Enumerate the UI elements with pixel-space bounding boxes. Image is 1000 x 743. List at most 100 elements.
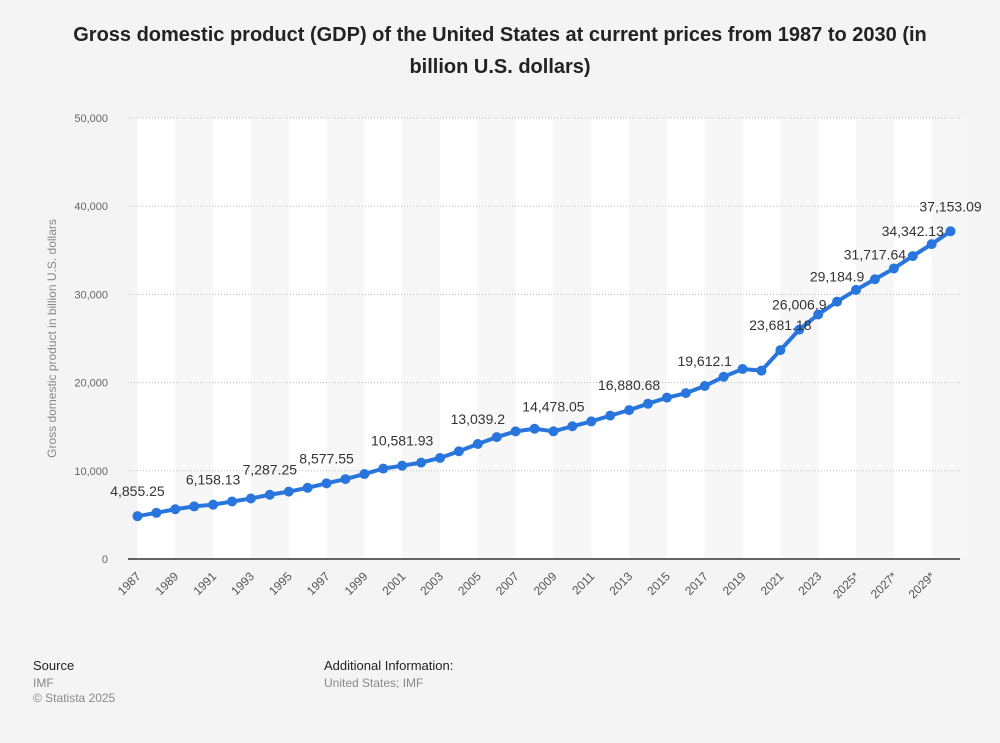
x-tick-label: 2017	[682, 569, 711, 598]
x-tick-label: 2015	[644, 569, 673, 598]
data-point	[605, 410, 616, 421]
x-tick-label: 2011	[569, 569, 597, 597]
data-point	[264, 489, 275, 500]
x-tick-label: 1987	[115, 569, 144, 598]
plot-band	[742, 118, 781, 559]
plot-band	[364, 118, 403, 559]
y-tick-label: 30,000	[74, 289, 108, 301]
data-point	[718, 371, 729, 382]
data-point	[170, 504, 181, 515]
data-point	[813, 309, 824, 320]
x-tick-label: 2025*	[830, 569, 862, 601]
data-point	[624, 405, 635, 416]
data-point	[359, 469, 370, 480]
data-label: 8,577.55	[299, 450, 354, 466]
data-point	[378, 463, 389, 474]
data-point	[869, 274, 880, 285]
x-tick-label: 1997	[304, 569, 333, 598]
plot-band	[326, 118, 365, 559]
y-tick-label: 0	[102, 554, 108, 566]
y-tick-label: 20,000	[74, 378, 108, 390]
data-point	[472, 438, 483, 449]
data-point	[756, 365, 767, 376]
plot-band	[629, 118, 667, 559]
data-point	[699, 381, 710, 392]
plot-band	[213, 118, 251, 559]
data-point	[737, 364, 748, 375]
data-point	[132, 511, 143, 522]
plot-band	[288, 118, 327, 559]
plot-band	[666, 118, 705, 559]
plot-band	[931, 118, 970, 559]
data-point	[283, 486, 294, 497]
data-label: 16,880.68	[598, 377, 660, 393]
x-tick-label: 2029*	[906, 569, 938, 601]
x-tick-label: 1991	[190, 569, 219, 598]
data-point	[926, 239, 937, 250]
x-tick-label: 2021	[758, 569, 787, 598]
y-tick-label: 10,000	[74, 466, 108, 478]
data-label: 26,006.9	[772, 297, 827, 313]
data-point	[567, 421, 578, 432]
data-point	[227, 496, 237, 507]
data-point	[151, 507, 162, 518]
data-point	[529, 423, 540, 434]
data-point	[435, 452, 445, 463]
x-tick-label: 2027*	[868, 569, 900, 601]
data-point	[643, 398, 653, 409]
plot-band	[477, 118, 516, 559]
data-point	[888, 263, 899, 274]
data-point	[548, 426, 559, 437]
data-label: 29,184.9	[810, 269, 865, 285]
plot-band	[856, 118, 894, 559]
data-label: 37,153.09	[919, 198, 981, 214]
data-label: 6,158.13	[186, 472, 241, 488]
data-point	[832, 296, 843, 307]
data-point	[851, 284, 861, 295]
x-tick-label: 1995	[266, 569, 295, 598]
data-point	[794, 324, 805, 335]
y-tick-label: 40,000	[74, 201, 108, 213]
plot-band	[893, 118, 932, 559]
data-point	[245, 493, 256, 504]
y-tick-label: 50,000	[74, 113, 108, 125]
data-point	[340, 474, 351, 485]
plot-band	[440, 118, 478, 559]
plot-band	[818, 118, 856, 559]
data-point	[680, 388, 691, 399]
x-tick-label: 2001	[380, 569, 409, 598]
plot-band	[175, 118, 214, 559]
plot-band	[250, 118, 289, 559]
data-point	[453, 446, 464, 457]
plot-band	[780, 118, 819, 559]
x-tick-label: 2023	[796, 569, 825, 598]
x-tick-label: 2013	[606, 569, 635, 598]
data-point	[302, 482, 313, 493]
plot-band	[591, 118, 630, 559]
data-label: 23,681.18	[749, 317, 811, 333]
x-tick-label: 1999	[342, 569, 371, 598]
data-point	[189, 501, 200, 512]
data-point	[208, 499, 219, 510]
plot-band	[402, 118, 440, 559]
data-label: 13,039.2	[451, 411, 506, 427]
plot-band	[515, 118, 554, 559]
x-tick-label: 2019	[720, 569, 749, 598]
plot-band	[553, 118, 592, 559]
data-point	[661, 392, 672, 403]
y-axis-label: Gross domestic product in billion U.S. d…	[45, 219, 59, 458]
data-point	[491, 432, 502, 443]
source-value: IMF	[33, 676, 54, 690]
data-point	[945, 226, 956, 237]
data-point	[586, 416, 597, 427]
plot-band	[704, 118, 743, 559]
data-label: 14,478.05	[522, 398, 584, 414]
x-tick-label: 1989	[153, 569, 182, 598]
data-label: 19,612.1	[677, 353, 732, 369]
x-tick-label: 2005	[455, 569, 484, 598]
data-point	[416, 457, 427, 468]
data-label: 34,342.13	[882, 223, 944, 239]
x-tick-label: 2009	[531, 569, 560, 598]
additional-info-value: United States; IMF	[324, 676, 424, 690]
data-label: 7,287.25	[243, 462, 298, 478]
